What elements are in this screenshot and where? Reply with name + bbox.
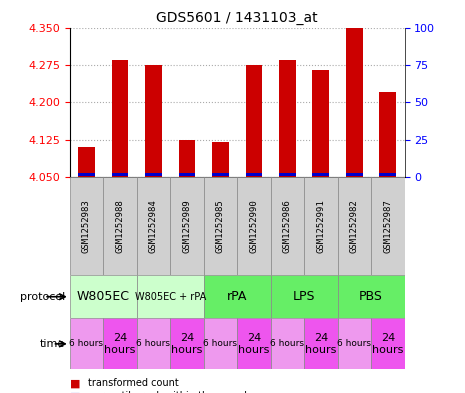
Bar (70, 275, 137, 318)
Text: 6 hours: 6 hours (270, 340, 305, 348)
Text: GSM1252983: GSM1252983 (82, 199, 91, 253)
Text: 24
hours: 24 hours (171, 333, 203, 354)
Text: rPA: rPA (227, 290, 247, 303)
Text: time: time (40, 339, 65, 349)
Bar (204, 177, 237, 275)
Bar (246, 65, 262, 177)
Bar (204, 275, 271, 318)
Bar (204, 318, 237, 369)
Bar (137, 275, 204, 318)
Text: GSM1252985: GSM1252985 (216, 199, 225, 253)
Bar (78, 147, 95, 177)
Text: 24
hours: 24 hours (104, 333, 136, 354)
Text: LPS: LPS (293, 290, 315, 303)
Bar (78, 173, 95, 176)
Text: GSM1252987: GSM1252987 (383, 199, 392, 253)
Bar (145, 173, 162, 176)
Bar (170, 318, 204, 369)
Bar (212, 173, 229, 176)
Bar (338, 275, 405, 318)
Bar (279, 173, 296, 176)
Bar (346, 28, 363, 177)
Bar (237, 318, 271, 369)
Bar (170, 177, 204, 275)
Text: GSM1252982: GSM1252982 (350, 199, 359, 253)
Bar (137, 318, 170, 369)
Text: 24
hours: 24 hours (305, 333, 337, 354)
Bar (237, 177, 271, 275)
Text: 6 hours: 6 hours (136, 340, 171, 348)
Text: GSM1252991: GSM1252991 (316, 199, 326, 253)
Bar (312, 70, 329, 177)
Bar (145, 65, 162, 177)
Bar (70, 318, 103, 369)
Text: percentile rank within the sample: percentile rank within the sample (88, 391, 253, 393)
Bar (271, 177, 304, 275)
Text: PBS: PBS (359, 290, 383, 303)
Bar (137, 177, 170, 275)
Bar (279, 60, 296, 177)
Bar (304, 318, 338, 369)
Text: 24
hours: 24 hours (372, 333, 404, 354)
Bar (271, 275, 338, 318)
Text: W805EC: W805EC (77, 290, 130, 303)
Text: GSM1252984: GSM1252984 (149, 199, 158, 253)
Text: protocol: protocol (20, 292, 65, 302)
Text: 6 hours: 6 hours (69, 340, 104, 348)
Text: GSM1252988: GSM1252988 (115, 199, 125, 253)
Text: 24
hours: 24 hours (238, 333, 270, 354)
Bar (179, 140, 195, 177)
Bar (103, 177, 137, 275)
Bar (312, 173, 329, 176)
Bar (371, 318, 405, 369)
Title: GDS5601 / 1431103_at: GDS5601 / 1431103_at (156, 11, 318, 25)
Text: 6 hours: 6 hours (203, 340, 238, 348)
Bar (112, 173, 128, 176)
Bar (70, 177, 103, 275)
Text: transformed count: transformed count (88, 378, 179, 388)
Bar (246, 173, 262, 176)
Text: GSM1252990: GSM1252990 (249, 199, 259, 253)
Bar (338, 318, 371, 369)
Bar (379, 173, 396, 176)
Text: W805EC + rPA: W805EC + rPA (134, 292, 206, 302)
Bar (103, 318, 137, 369)
Bar (371, 177, 405, 275)
Bar (179, 173, 195, 176)
Text: GSM1252986: GSM1252986 (283, 199, 292, 253)
Bar (304, 177, 338, 275)
Text: ■: ■ (70, 391, 80, 393)
Bar (346, 173, 363, 176)
Bar (112, 60, 128, 177)
Text: GSM1252989: GSM1252989 (182, 199, 192, 253)
Bar (379, 92, 396, 177)
Bar (271, 318, 304, 369)
Text: 6 hours: 6 hours (337, 340, 372, 348)
Bar (212, 142, 229, 177)
Text: ■: ■ (70, 378, 80, 388)
Bar (338, 177, 371, 275)
